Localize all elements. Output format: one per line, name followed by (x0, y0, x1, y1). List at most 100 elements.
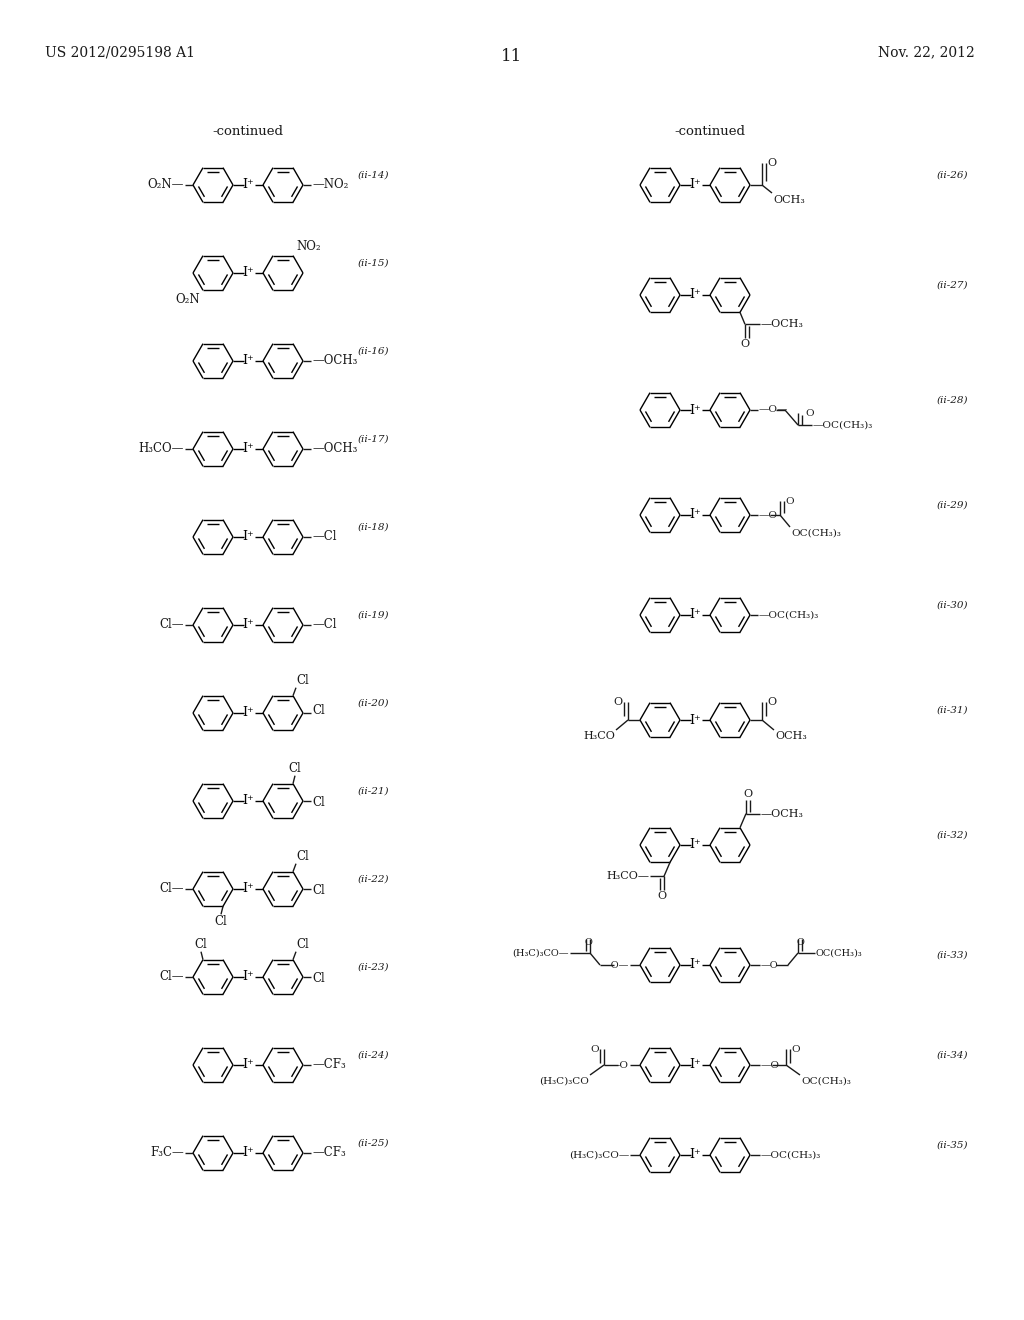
Text: (ii-29): (ii-29) (937, 502, 968, 510)
Text: (ii-35): (ii-35) (937, 1140, 968, 1150)
Text: I⁺: I⁺ (689, 178, 700, 191)
Text: —Cl: —Cl (312, 619, 337, 631)
Text: Cl: Cl (296, 937, 309, 950)
Text: (ii-28): (ii-28) (937, 396, 968, 405)
Text: OCH₃: OCH₃ (773, 195, 805, 205)
Text: OC(CH₃)₃: OC(CH₃)₃ (791, 529, 841, 539)
Text: (H₃C)₃CO: (H₃C)₃CO (539, 1077, 589, 1086)
Text: I⁺: I⁺ (243, 355, 254, 367)
Text: (ii-17): (ii-17) (358, 436, 389, 444)
Text: H₃CO: H₃CO (583, 731, 615, 741)
Text: (ii-21): (ii-21) (358, 787, 389, 796)
Text: I⁺: I⁺ (243, 883, 254, 895)
Text: —OC(CH₃)₃: —OC(CH₃)₃ (759, 610, 819, 619)
Text: O: O (584, 939, 592, 946)
Text: (ii-32): (ii-32) (937, 832, 968, 840)
Text: I⁺: I⁺ (689, 609, 700, 622)
Text: —OCH₃: —OCH₃ (312, 442, 357, 455)
Text: Cl: Cl (312, 705, 325, 718)
Text: I⁺: I⁺ (243, 619, 254, 631)
Text: —OCH₃: —OCH₃ (312, 355, 357, 367)
Text: O: O (796, 939, 804, 946)
Text: (ii-15): (ii-15) (358, 259, 389, 268)
Text: I⁺: I⁺ (689, 838, 700, 851)
Text: I⁺: I⁺ (243, 1059, 254, 1072)
Text: O: O (767, 158, 776, 168)
Text: (ii-34): (ii-34) (937, 1051, 968, 1060)
Text: Cl: Cl (195, 937, 208, 950)
Text: I⁺: I⁺ (243, 795, 254, 808)
Text: —Cl: —Cl (312, 531, 337, 544)
Text: —OCH₃: —OCH₃ (761, 809, 804, 818)
Text: (ii-22): (ii-22) (358, 875, 389, 884)
Text: Cl: Cl (312, 796, 325, 809)
Text: OCH₃: OCH₃ (775, 731, 807, 741)
Text: H₃CO—: H₃CO— (138, 442, 184, 455)
Text: —OC(CH₃)₃: —OC(CH₃)₃ (813, 421, 873, 429)
Text: O: O (785, 496, 794, 506)
Text: —CF₃: —CF₃ (312, 1147, 346, 1159)
Text: I⁺: I⁺ (243, 706, 254, 719)
Text: (ii-23): (ii-23) (358, 964, 389, 972)
Text: (ii-25): (ii-25) (358, 1139, 389, 1148)
Text: O₂N: O₂N (175, 293, 200, 306)
Text: US 2012/0295198 A1: US 2012/0295198 A1 (45, 45, 195, 59)
Text: Cl: Cl (296, 850, 309, 863)
Text: (ii-33): (ii-33) (937, 950, 968, 960)
Text: 11: 11 (502, 48, 522, 65)
Text: Cl: Cl (215, 915, 227, 928)
Text: -continued: -continued (213, 125, 284, 139)
Text: —OC(CH₃)₃: —OC(CH₃)₃ (761, 1151, 821, 1159)
Text: I⁺: I⁺ (689, 1148, 700, 1162)
Text: I⁺: I⁺ (689, 289, 700, 301)
Text: NO₂: NO₂ (296, 240, 321, 252)
Text: (ii-26): (ii-26) (937, 172, 968, 180)
Text: Cl—: Cl— (160, 970, 184, 983)
Text: (ii-16): (ii-16) (358, 347, 389, 356)
Text: O: O (791, 1044, 800, 1053)
Text: OC(CH₃)₃: OC(CH₃)₃ (801, 1077, 851, 1086)
Text: Cl—: Cl— (160, 883, 184, 895)
Text: O: O (613, 697, 623, 708)
Text: (ii-30): (ii-30) (937, 601, 968, 610)
Text: I⁺: I⁺ (689, 508, 700, 521)
Text: O: O (657, 891, 667, 902)
Text: O: O (805, 408, 814, 417)
Text: O: O (743, 788, 753, 799)
Text: —NO₂: —NO₂ (312, 178, 348, 191)
Text: I⁺: I⁺ (243, 1147, 254, 1159)
Text: O: O (767, 697, 776, 708)
Text: —O—: —O— (602, 961, 629, 969)
Text: Cl: Cl (289, 762, 301, 775)
Text: —O—: —O— (761, 961, 788, 969)
Text: I⁺: I⁺ (243, 970, 254, 983)
Text: —O—: —O— (759, 405, 788, 414)
Text: I⁺: I⁺ (243, 531, 254, 544)
Text: —O: —O (759, 511, 778, 520)
Text: O: O (591, 1044, 599, 1053)
Text: —O: —O (761, 1060, 780, 1069)
Text: Nov. 22, 2012: Nov. 22, 2012 (879, 45, 975, 59)
Text: I⁺: I⁺ (689, 404, 700, 417)
Text: H₃CO—: H₃CO— (606, 871, 649, 882)
Text: O₂N—: O₂N— (147, 178, 184, 191)
Text: I⁺: I⁺ (689, 1059, 700, 1072)
Text: —CF₃: —CF₃ (312, 1059, 346, 1072)
Text: (ii-14): (ii-14) (358, 172, 389, 180)
Text: (H₃C)₃CO—: (H₃C)₃CO— (568, 1151, 629, 1159)
Text: I⁺: I⁺ (243, 178, 254, 191)
Text: I⁺: I⁺ (243, 442, 254, 455)
Text: (ii-19): (ii-19) (358, 611, 389, 620)
Text: (ii-31): (ii-31) (937, 706, 968, 715)
Text: Cl: Cl (312, 884, 325, 898)
Text: I⁺: I⁺ (243, 267, 254, 280)
Text: —OCH₃: —OCH₃ (761, 319, 804, 329)
Text: F₃C—: F₃C— (151, 1147, 184, 1159)
Text: (H₃C)₃CO—: (H₃C)₃CO— (512, 949, 569, 957)
Text: (ii-18): (ii-18) (358, 523, 389, 532)
Text: —O: —O (610, 1060, 629, 1069)
Text: I⁺: I⁺ (689, 714, 700, 726)
Text: (ii-24): (ii-24) (358, 1051, 389, 1060)
Text: I⁺: I⁺ (689, 958, 700, 972)
Text: Cl: Cl (312, 973, 325, 986)
